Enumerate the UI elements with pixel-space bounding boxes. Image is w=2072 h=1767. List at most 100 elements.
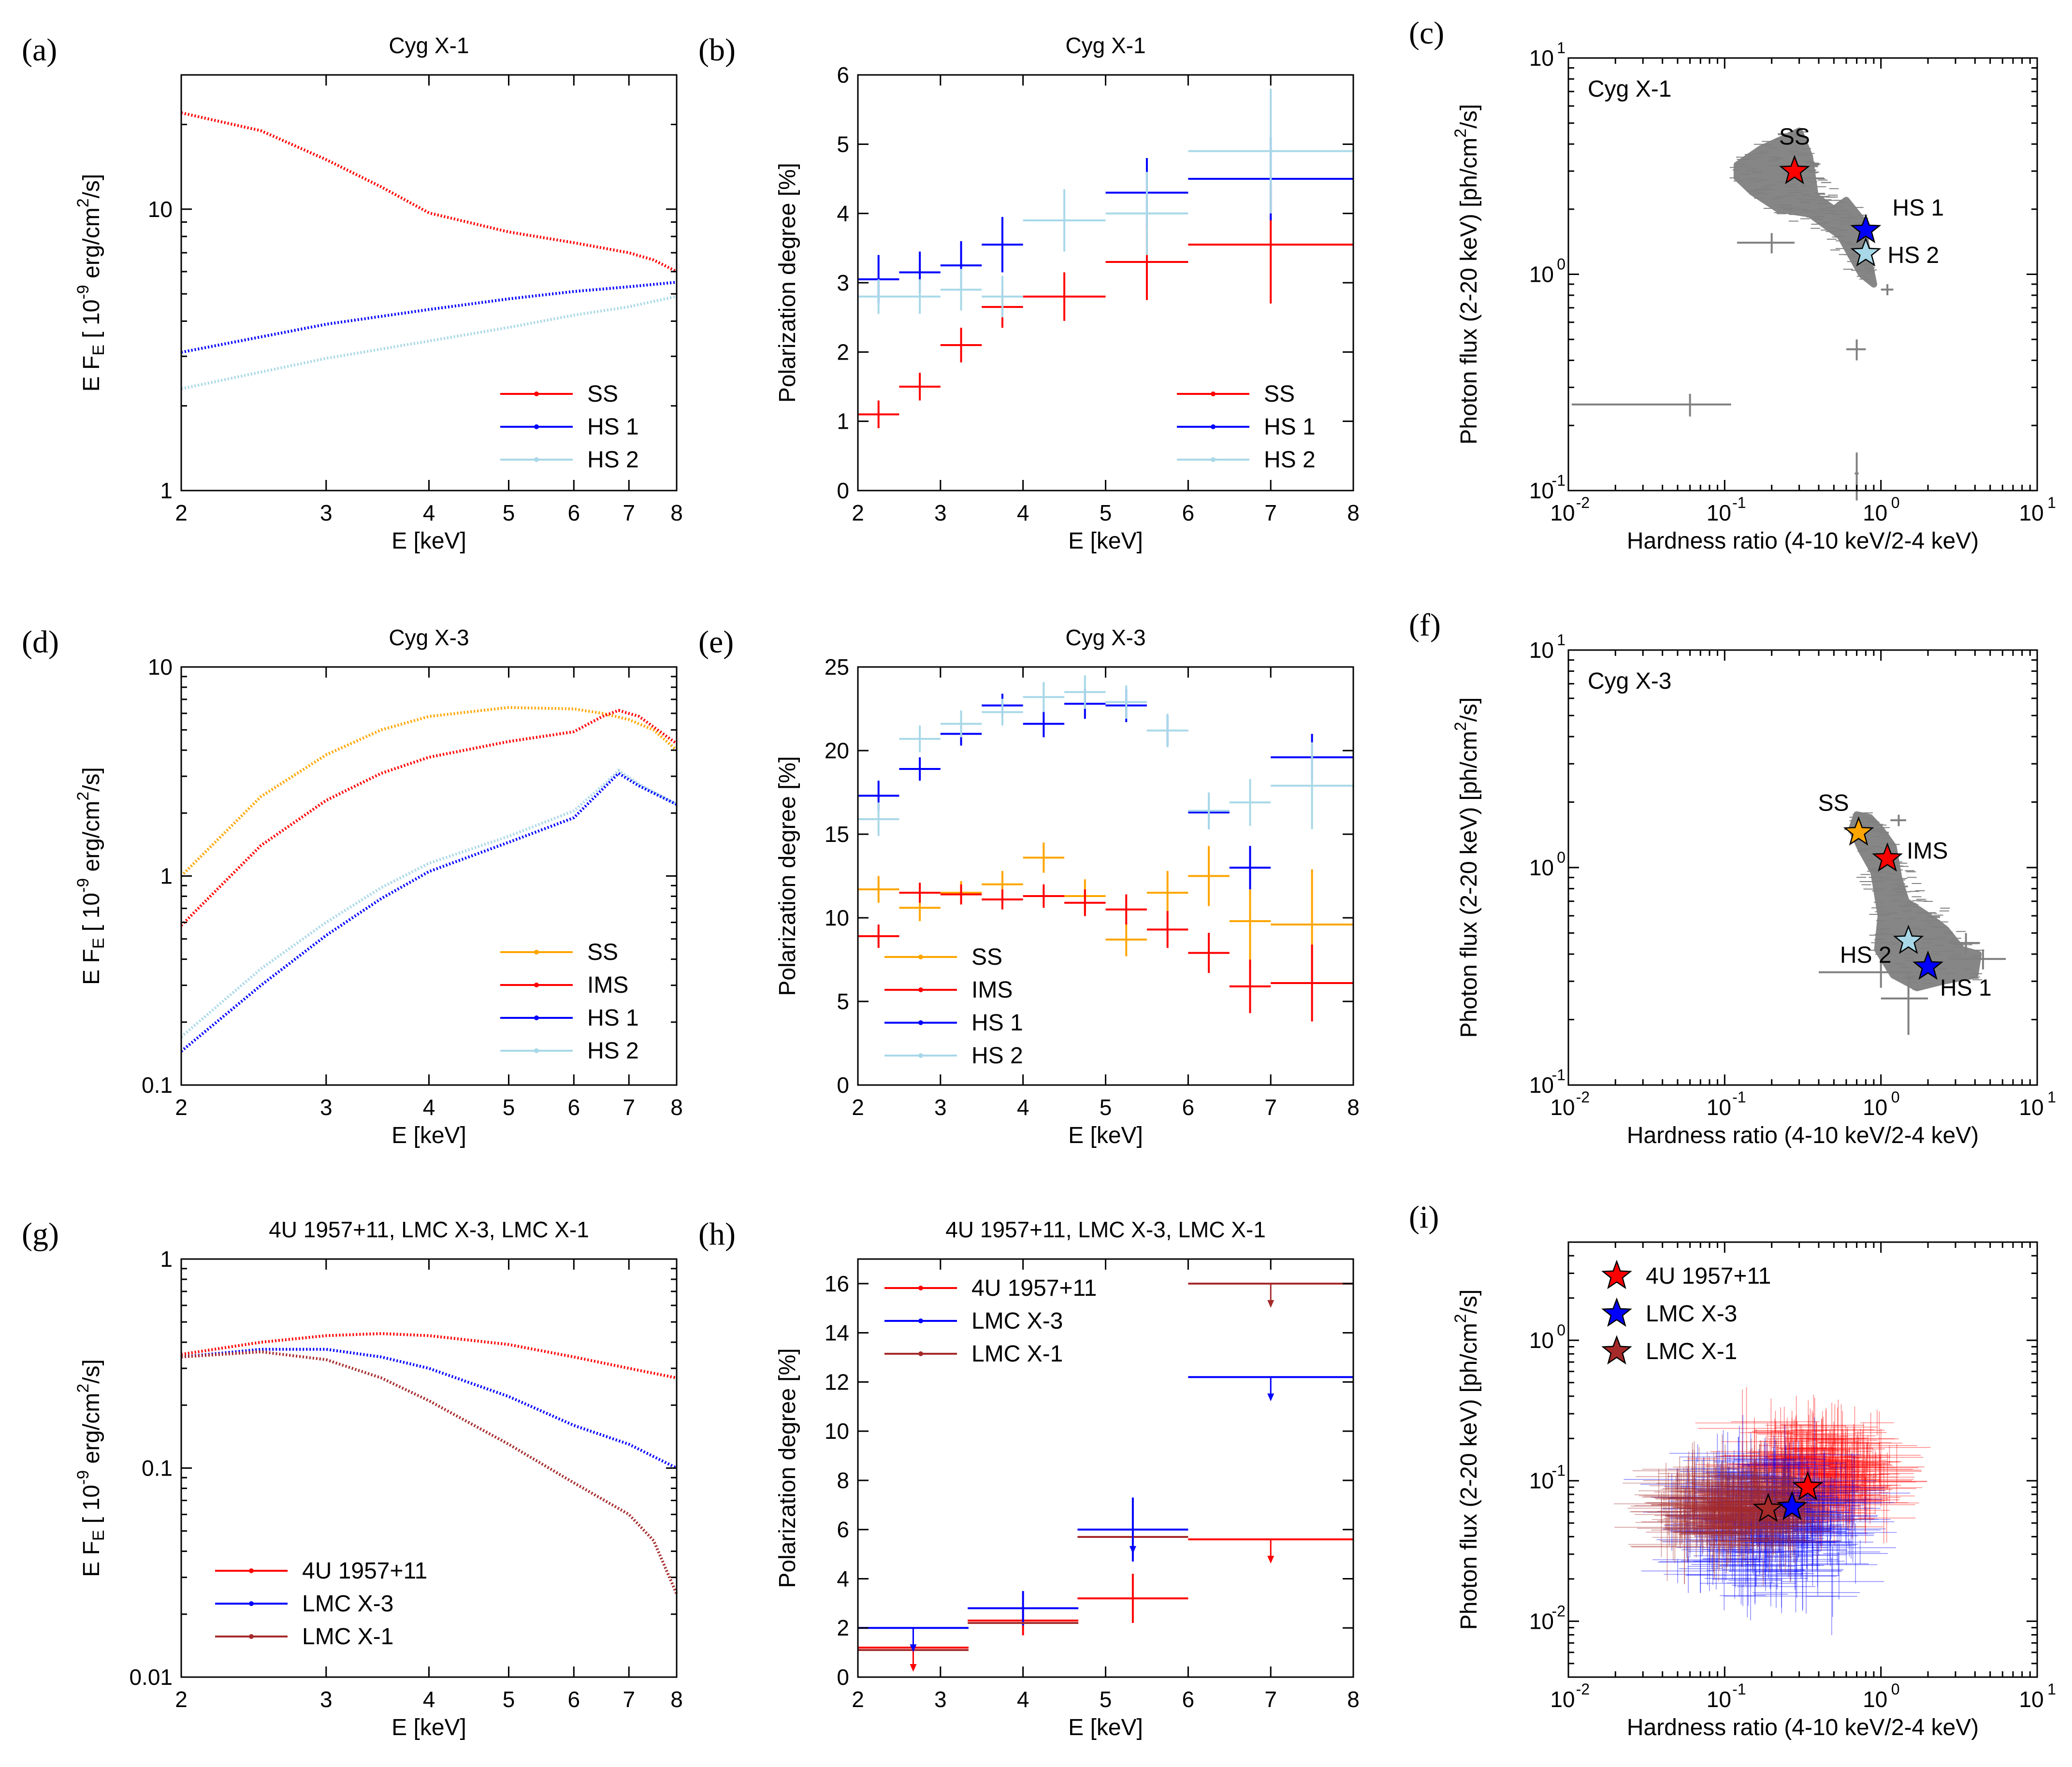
d-x-tick-label: 3: [320, 1095, 333, 1120]
d-y-axis-label-part: E: [89, 938, 108, 949]
i-x-tick-exp: -1: [1732, 1680, 1746, 1698]
h-y-tick-label: 6: [837, 1517, 849, 1542]
f-y-tick-label: 10: [1529, 637, 1554, 663]
a-x-tick-label: 4: [423, 500, 435, 525]
f-star-marker: [1913, 950, 1943, 980]
c-y-axis-label-part: Photon flux (2-20 keV) [ph/cm: [1456, 138, 1482, 445]
a-y-axis-label-part: 2: [74, 198, 92, 207]
b-x-tick-label: 5: [1100, 500, 1112, 525]
i-legend-marker: [1601, 1297, 1632, 1327]
h-y-tick-label: 4: [837, 1566, 849, 1591]
g-legend-label: LMC X-1: [302, 1624, 393, 1650]
b-legend-label: HS 1: [1264, 414, 1316, 440]
i-x-axis-label: Hardness ratio (4-10 keV/2-4 keV): [1627, 1715, 1979, 1740]
h-y-tick-label: 10: [825, 1419, 849, 1444]
d-y-axis-label: E FE [ 10-9 erg/cm2/s]: [74, 767, 108, 985]
a-chart-title: Cyg X-1: [389, 33, 469, 58]
d-legend-marker: [534, 983, 539, 987]
e-legend-marker: [918, 987, 923, 992]
i-x-tick-exp: 1: [2047, 1680, 2056, 1698]
g-x-tick-label: 2: [175, 1687, 188, 1712]
i-x-tick-label: 10: [2019, 1687, 2043, 1712]
g-y-axis-label-part: erg/cm: [79, 1393, 104, 1470]
g-y-axis-label: E FE [ 10-9 erg/cm2/s]: [74, 1359, 108, 1577]
f-y-tick-exp: 0: [1557, 849, 1565, 866]
d-legend-label: SS: [587, 940, 618, 965]
f-x-tick-label: 10: [1550, 1095, 1575, 1120]
h-legend-marker: [918, 1318, 923, 1323]
c-star-marker: [1779, 155, 1810, 185]
e-x-tick-label: 4: [1017, 1095, 1029, 1120]
i-plot-frame: [1567, 1241, 2038, 1678]
f-plot-frame: [1567, 649, 2038, 1086]
c-y-axis-label: Photon flux (2-20 keV) [ph/cm2/s]: [1451, 104, 1482, 445]
b-panel-label: (b): [698, 32, 736, 68]
d-series-line-2: [180, 771, 678, 1053]
i-star-marker: [1776, 1491, 1808, 1521]
h-y-tick-label: 8: [837, 1468, 849, 1493]
panel-b: 2 3 4 5 6 7 8 0 1 2 3 4 5 6 E [keV] Polarization degree…: [698, 32, 1360, 554]
a-x-tick-label: 7: [623, 500, 635, 525]
g-legend-label: LMC X-3: [302, 1591, 393, 1617]
f-y-tick-exp: -1: [1552, 1066, 1565, 1084]
c-y-tick-label: 10: [1529, 262, 1554, 287]
g-plot-frame: [180, 1258, 678, 1678]
c-x-tick-exp: 0: [1891, 494, 1900, 511]
i-legend-marker: [1601, 1335, 1632, 1365]
h-x-axis-label: E [keV]: [1068, 1715, 1143, 1740]
f-panel-label: (f): [1409, 608, 1441, 643]
b-legend-marker: [1211, 457, 1216, 462]
a-y-axis-label-part: -9: [74, 285, 92, 299]
e-x-tick-label: 3: [934, 1095, 947, 1120]
f-x-tick-label: 10: [1863, 1095, 1887, 1120]
h-chart-title: 4U 1957+11, LMC X-3, LMC X-1: [945, 1217, 1266, 1242]
i-legend-label: LMC X-3: [1646, 1301, 1737, 1327]
f-x-tick-label: 10: [2019, 1095, 2043, 1120]
e-x-tick-label: 5: [1100, 1095, 1112, 1120]
g-series-line-1: [181, 1347, 678, 1470]
h-legend-label: LMC X-3: [971, 1308, 1063, 1334]
i-y-tick-exp: -1: [1552, 1462, 1565, 1479]
d-x-tick-label: 6: [567, 1095, 580, 1120]
f-star-label: HS 1: [1940, 975, 1992, 1001]
h-panel-label: (h): [698, 1217, 736, 1252]
b-y-tick-label: 6: [837, 62, 849, 87]
a-series-line-1: [181, 281, 677, 354]
f-x-tick-exp: 1: [2047, 1088, 2056, 1106]
h-upper-limit-arrow: [910, 1644, 917, 1652]
b-x-tick-label: 7: [1264, 500, 1277, 525]
d-y-axis-label-part: -9: [74, 878, 92, 893]
f-star-marker: [1843, 816, 1874, 846]
g-y-axis-label-part: -9: [74, 1470, 92, 1485]
e-legend-label: IMS: [971, 977, 1013, 1003]
e-x-axis-label: E [keV]: [1068, 1123, 1143, 1148]
c-x-tick-label: 10: [1863, 500, 1887, 525]
a-legend-label: HS 1: [587, 414, 639, 440]
g-y-axis-label-part: /s]: [79, 1359, 104, 1384]
i-y-axis-label-part: Photon flux (2-20 keV) [ph/cm: [1456, 1323, 1482, 1630]
i-y-tick-exp: -2: [1552, 1602, 1565, 1620]
i-y-tick-label: 10: [1529, 1608, 1554, 1634]
d-y-axis-label-part: E F: [79, 949, 104, 985]
f-star-marker: [1893, 925, 1924, 954]
c-y-tick-exp: 1: [1557, 39, 1565, 57]
h-upper-limit-arrow: [1267, 1300, 1275, 1308]
a-x-tick-label: 3: [320, 500, 333, 525]
g-x-tick-label: 4: [423, 1687, 435, 1712]
h-x-tick-label: 3: [934, 1687, 947, 1712]
e-y-tick-label: 10: [825, 905, 849, 930]
f-star-label: HS 2: [1840, 942, 1892, 968]
i-x-tick-label: 10: [1707, 1687, 1731, 1712]
e-x-tick-label: 2: [852, 1095, 864, 1120]
d-y-axis-label-part: [ 10: [79, 893, 104, 938]
i-x-tick-label: 10: [1550, 1687, 1575, 1712]
g-legend-marker: [249, 1568, 254, 1573]
f-star-label: SS: [1818, 790, 1849, 816]
b-chart-title: Cyg X-1: [1065, 33, 1145, 58]
g-legend-marker: [249, 1601, 254, 1606]
b-legend-label: HS 2: [1264, 447, 1316, 473]
c-x-tick-exp: -1: [1732, 494, 1746, 511]
c-y-tick-label: 10: [1529, 478, 1554, 503]
